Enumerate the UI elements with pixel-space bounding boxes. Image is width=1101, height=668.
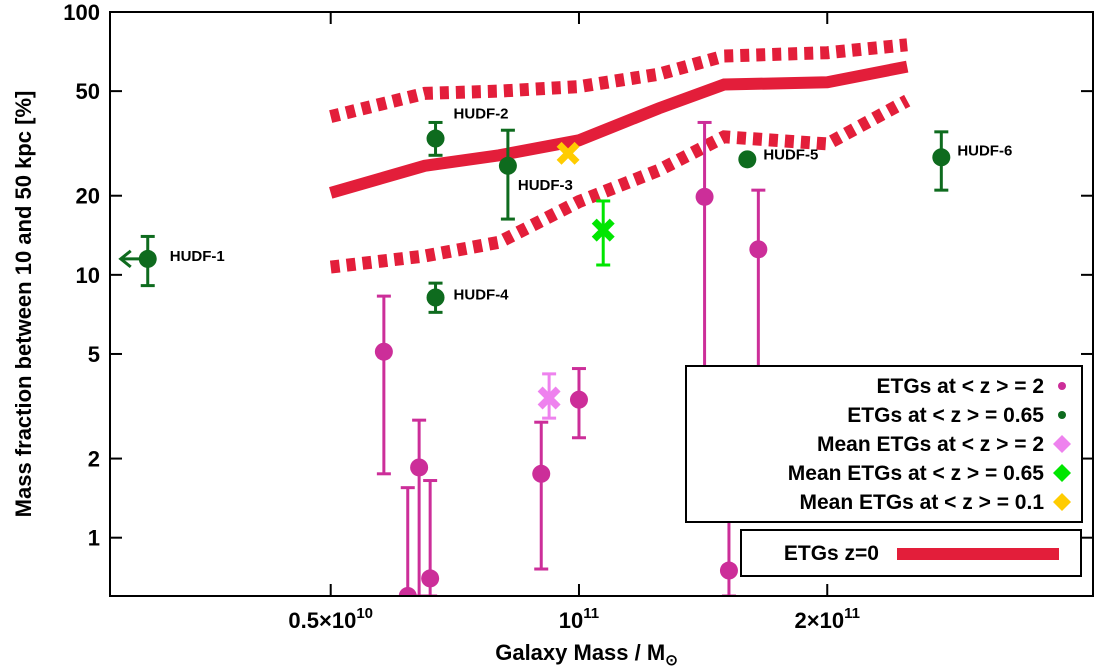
x-axis-title-text: Galaxy Mass / M — [495, 640, 665, 665]
legend-dot — [1058, 382, 1066, 390]
point-label: HUDF-3 — [518, 177, 573, 194]
x-tick-label: 2×1011 — [795, 605, 860, 633]
data-point — [738, 150, 756, 168]
x-tick-label: 1011 — [559, 605, 599, 633]
data-point — [499, 157, 517, 175]
data-point — [749, 240, 767, 258]
legend-dot — [1058, 411, 1066, 419]
point-label: HUDF-1 — [170, 248, 225, 265]
y-axis-title: Mass fraction between 10 and 50 kpc [%] — [11, 91, 36, 518]
point-label: HUDF-4 — [454, 286, 510, 303]
data-point — [427, 130, 445, 148]
y-tick-label: 100 — [63, 0, 100, 25]
point-label: HUDF-6 — [957, 142, 1012, 159]
data-point — [532, 465, 550, 483]
data-point — [375, 343, 393, 361]
legend: ETGs at < z > = 2 ETGs at < z > = 0.65 Mea… — [686, 366, 1082, 576]
data-point — [932, 148, 950, 166]
legend-label: ETGs at < z > = 0.65 — [847, 404, 1044, 427]
legend-label: Mean ETGs at < z > = 0.1 — [799, 491, 1044, 514]
y-tick-label: 1 — [88, 526, 100, 551]
y-tick-label: 2 — [88, 447, 100, 472]
y-tick-label: 5 — [88, 342, 100, 367]
data-point — [570, 391, 588, 409]
x-axis-title: Galaxy Mass / M⊙ — [495, 640, 678, 668]
legend-label: Mean ETGs at < z > = 0.65 — [788, 462, 1045, 485]
y-tick-label: 50 — [76, 79, 100, 104]
point-label: HUDF-2 — [454, 106, 509, 123]
point-label: HUDF-5 — [763, 146, 818, 163]
data-point — [720, 562, 738, 580]
data-point — [421, 569, 439, 587]
legend-line-label: ETGs z=0 — [784, 542, 879, 565]
data-point — [410, 458, 428, 476]
legend-label: Mean ETGs at < z > = 2 — [817, 433, 1044, 456]
x-tick-label: 0.5×1010 — [288, 605, 373, 633]
data-point — [427, 288, 445, 306]
y-tick-label: 10 — [76, 263, 100, 288]
y-tick-label: 20 — [76, 184, 100, 209]
data-point — [696, 188, 714, 206]
legend-label: ETGs at < z > = 2 — [877, 375, 1045, 398]
solar-mass-symbol: ⊙ — [665, 652, 678, 668]
